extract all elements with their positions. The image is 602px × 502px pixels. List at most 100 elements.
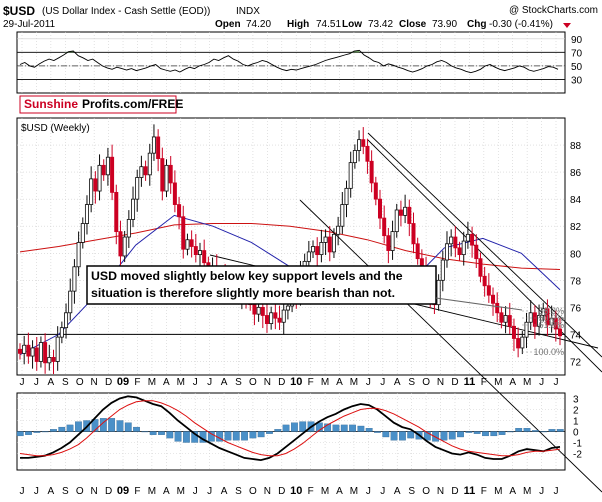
macd-histogram-bar [124, 422, 132, 432]
fib-level-label: 61.8% [538, 320, 564, 330]
price-x-tick-label: N [91, 377, 98, 388]
chg-label: Chg [467, 19, 486, 30]
price-x-tick-label: J [366, 377, 371, 388]
candle-body [143, 166, 148, 176]
macd-histogram-bar [75, 421, 82, 432]
candle-body [507, 315, 512, 327]
macd-histogram-bar [224, 431, 232, 441]
candle-body [398, 209, 403, 216]
macd-histogram-bar [16, 431, 24, 437]
candle-body [524, 321, 529, 338]
price-y-tick-label: 80 [570, 249, 582, 260]
macd-histogram-bar [523, 428, 531, 432]
macd-x-tick-label: A [221, 486, 228, 497]
macd-x-tick-label: A [394, 486, 401, 497]
price-x-tick-label: M [350, 377, 358, 388]
price-x-tick-label: J [20, 377, 25, 388]
candle-body [59, 327, 64, 338]
price-x-tick-label: 10 [290, 376, 302, 388]
chg-value: -0.30 (-0.41%) [489, 19, 553, 30]
signal-line [19, 400, 561, 457]
candle-body [38, 342, 43, 362]
annotation-text-wrap: USD moved slightly below key support lev… [91, 269, 403, 300]
candle-body [407, 206, 412, 224]
price-y-tick-label: 74 [570, 330, 582, 341]
macd-histogram-bar [158, 431, 165, 435]
candle-body [470, 233, 475, 246]
price-x-tick-label: M [321, 377, 329, 388]
fib-level-label: 50.0% [538, 313, 564, 323]
price-y-tick-label: 82 [570, 222, 582, 233]
candle-body [365, 146, 370, 162]
candle-body [256, 306, 261, 315]
rsi-y-tick-label: 50 [571, 62, 583, 73]
candle-body [202, 250, 207, 264]
candle-body [281, 309, 286, 323]
down-arrow-icon [563, 23, 571, 28]
candle-body [131, 198, 136, 220]
candle-body [47, 357, 52, 364]
macd-x-tick-label: N [91, 486, 98, 497]
macd-histogram-bar [174, 431, 182, 442]
candle-body [331, 233, 336, 253]
exchange: INDX [236, 6, 260, 17]
candle-body [26, 344, 31, 357]
macd-x-tick-label: N [264, 486, 271, 497]
candle-body [486, 285, 491, 296]
price-title: $USD (Weekly) [21, 123, 90, 134]
macd-histogram-bar [91, 419, 99, 432]
macd-x-tick-label: J [380, 486, 385, 497]
candle-body [373, 182, 378, 200]
candle-body [336, 225, 341, 235]
macd-histogram-bar [432, 431, 440, 442]
macd-histogram-bar [540, 431, 548, 433]
macd-x-tick-label: A [509, 486, 516, 497]
macd-x-tick-label: S [62, 486, 69, 497]
price-x-tick-label: O [76, 377, 84, 388]
candle-body [285, 305, 290, 311]
macd-x-tick-label: J [207, 486, 212, 497]
macd-histogram-bar [108, 418, 116, 432]
annotation-box [86, 265, 437, 305]
candle-body [340, 204, 345, 227]
copyright: @ StockCharts.com [509, 5, 598, 16]
macd-histogram-bar [349, 424, 356, 432]
candle-body [537, 315, 542, 327]
price-x-tick-label: 09 [117, 376, 129, 388]
macd-histogram-bar [399, 431, 406, 441]
candle-body [43, 342, 48, 364]
macd-histogram-bar [58, 426, 66, 432]
macd-histogram-bar [141, 431, 149, 433]
candle-body [193, 246, 198, 256]
ma_long-line [19, 223, 561, 270]
price-x-tick-label: J [207, 377, 212, 388]
candle-body [357, 139, 362, 151]
macd-histogram-bar [473, 431, 481, 434]
price-x-tick-label: D [105, 377, 112, 388]
macd-histogram-bar [490, 431, 498, 437]
macd-x-tick-label: S [235, 486, 242, 497]
low-label: Low [342, 19, 362, 30]
open-label: Open [215, 19, 241, 30]
candle-body [189, 239, 194, 247]
candle-body [327, 236, 332, 253]
macd-x-tick-label: J [366, 486, 371, 497]
candle-body [139, 166, 144, 178]
macd-x-tick-label: 11 [464, 485, 476, 497]
candle-body [311, 246, 316, 253]
macd-histogram-bar [166, 431, 174, 439]
macd-y-tick-label: 2 [573, 406, 579, 417]
price-x-tick-label: J [34, 377, 39, 388]
macd-histogram-bar [274, 429, 282, 432]
macd-histogram-bar [515, 428, 523, 432]
macd-histogram-bar [257, 431, 265, 438]
macd-histogram-bar [50, 429, 57, 432]
macd-x-tick-label: D [278, 486, 285, 497]
candle-body [457, 247, 462, 256]
candle-body [84, 204, 89, 224]
macd-x-tick-label: O [422, 486, 430, 497]
candle-body [520, 336, 525, 349]
candle-body [482, 275, 487, 287]
candle-body [22, 344, 27, 354]
candle-body [361, 139, 366, 147]
